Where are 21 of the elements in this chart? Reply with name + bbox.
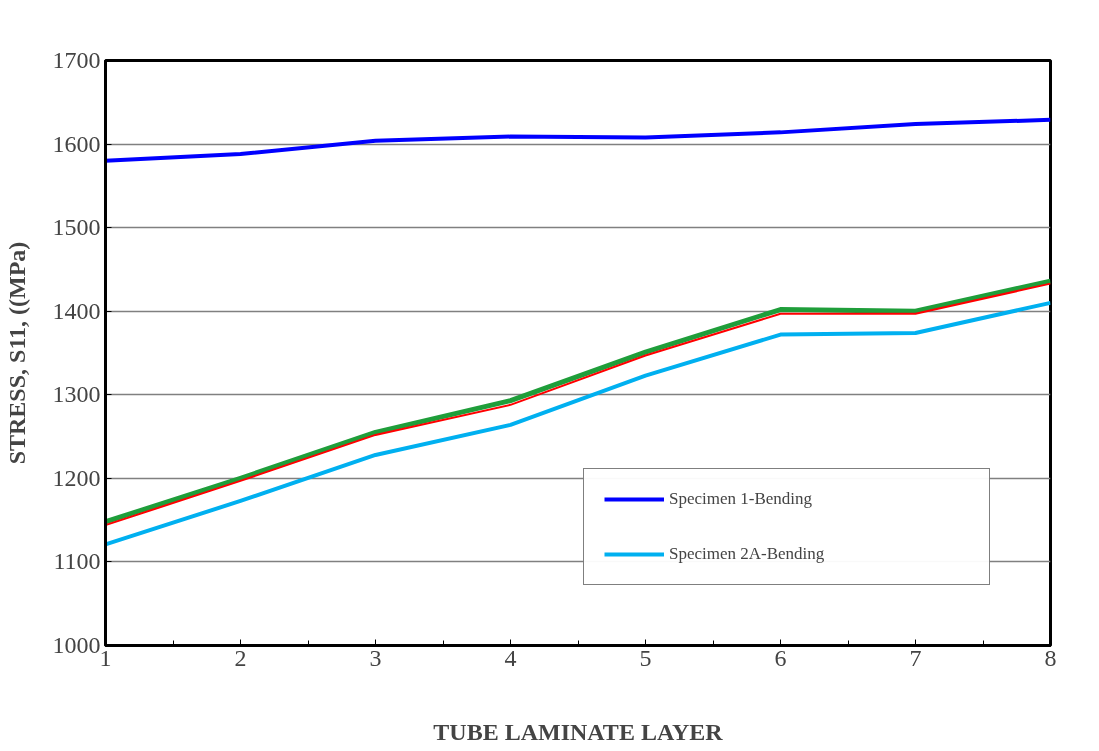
legend-label: Specimen 1-Bending <box>669 489 814 509</box>
x-tick-label: 6 <box>774 644 787 671</box>
x-tick-label: 1 <box>99 644 112 671</box>
y-tick-label: 1300 <box>52 381 101 408</box>
y-tick-label: 1100 <box>53 548 101 575</box>
x-axis-title: TUBE LAMINATE LAYER <box>433 718 724 745</box>
y-tick-label: 1000 <box>52 632 101 658</box>
x-tick-label: 7 <box>909 644 922 671</box>
x-tick-label: 5 <box>639 644 652 671</box>
y-tick-label: 1700 <box>52 47 101 73</box>
x-tick-label: 2 <box>234 644 247 671</box>
legend-label: Specimen 2A-Bending <box>669 544 826 564</box>
x-tick-label: 8 <box>1044 644 1057 671</box>
y-tick-label: 1600 <box>52 130 101 157</box>
y-tick-label: 1200 <box>52 464 101 491</box>
y-tick-label: 1400 <box>52 297 101 324</box>
line-series <box>105 117 1051 163</box>
x-tick-label: 4 <box>504 644 517 671</box>
x-tick-label: 3 <box>369 644 382 671</box>
y-axis-title: STRESS, S11, ((MPa) <box>3 241 30 465</box>
y-tick-label: 1500 <box>52 214 101 241</box>
